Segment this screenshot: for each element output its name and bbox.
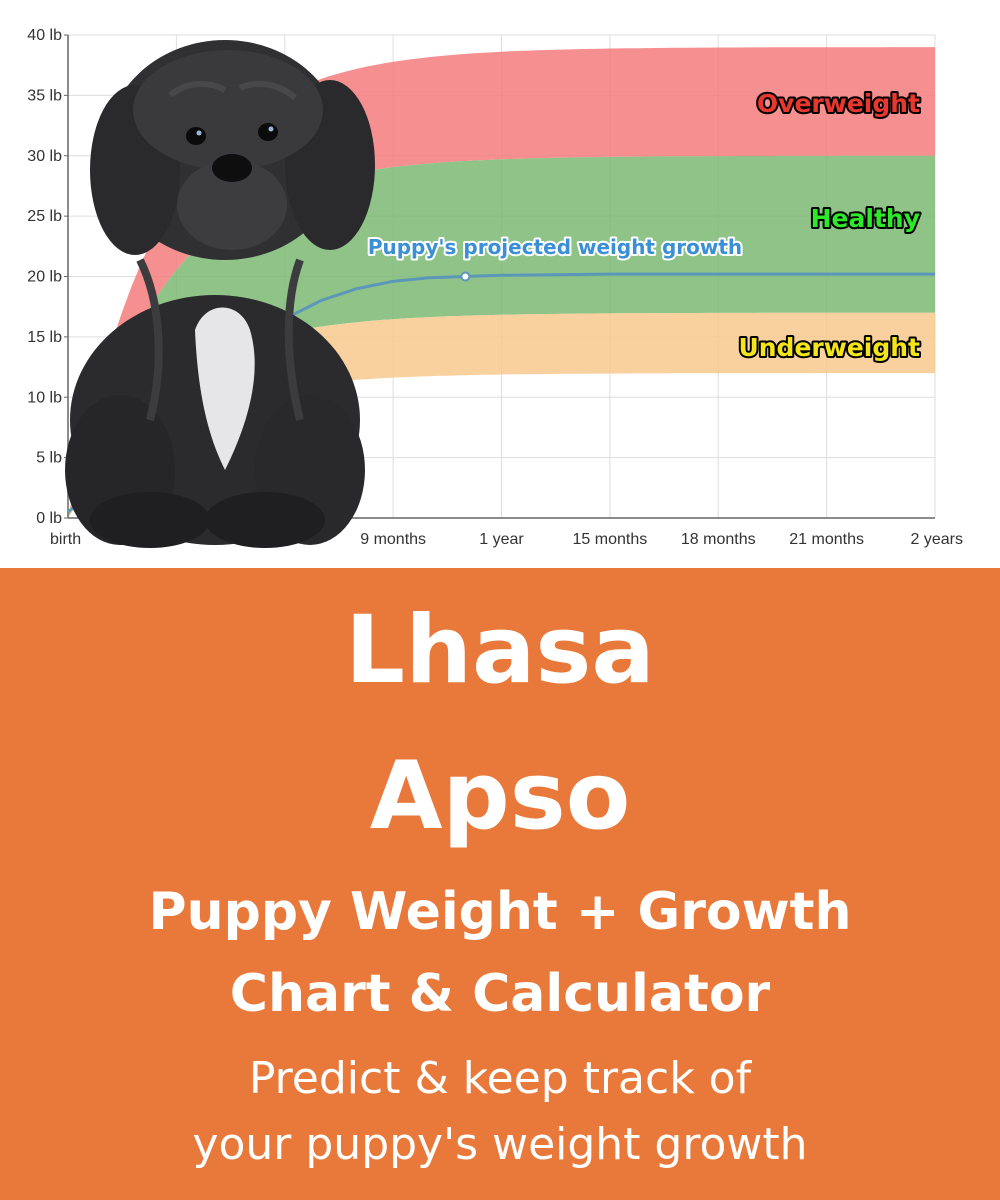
band-healthy bbox=[68, 155, 935, 519]
zone-labels: Overweight Healthy Underweight Puppy's proj… bbox=[366, 87, 922, 364]
weight-chart-svg: 0 lb 5 lb 10 lb 15 lb 20 lb 25 lb 30 lb 35 lb 40… bbox=[27, 27, 963, 548]
y-tick-label: 0 lb bbox=[36, 510, 62, 527]
chart-axes: 0 lb 5 lb 10 lb 15 lb 20 lb 25 lb 30 lb 35 lb 40… bbox=[27, 27, 963, 548]
y-tick-label: 35 lb bbox=[27, 87, 62, 104]
y-tick-label: 20 lb bbox=[27, 269, 62, 286]
y-tick-label: 10 lb bbox=[27, 389, 62, 406]
y-tick-label: 30 lb bbox=[27, 148, 62, 165]
x-tick-label: 18 months bbox=[681, 531, 756, 548]
tagline-line-1: Predict & keep track of bbox=[248, 1053, 752, 1104]
breed-name-line-1: Lhasa bbox=[345, 596, 655, 705]
y-tick-label: 15 lb bbox=[27, 329, 62, 346]
band-label-underweight: Underweight bbox=[738, 333, 920, 362]
puppy-photo bbox=[65, 40, 375, 548]
subtitle-line-2: Chart & Calculator bbox=[229, 964, 771, 1024]
y-tick-label: 40 lb bbox=[27, 27, 62, 44]
weight-chart: 0 lb 5 lb 10 lb 15 lb 20 lb 25 lb 30 lb 35 lb 40… bbox=[0, 0, 1000, 568]
x-tick-label: 21 months bbox=[789, 531, 864, 548]
growth-marker bbox=[460, 271, 471, 282]
subtitle-line-1: Puppy Weight + Growth bbox=[148, 882, 852, 942]
title-banner: Lhasa Apso Puppy Weight + Growth Chart &… bbox=[0, 568, 1000, 1200]
y-tick-label: 25 lb bbox=[27, 208, 62, 225]
x-tick-label: birth bbox=[50, 531, 81, 548]
x-tick-label: 9 months bbox=[360, 531, 426, 548]
band-label-overweight: Overweight bbox=[757, 89, 920, 118]
x-tick-label: 2 years bbox=[911, 531, 963, 548]
x-tick-label: 1 year bbox=[479, 531, 524, 548]
growth-series-label: Puppy's projected weight growth bbox=[368, 235, 742, 259]
band-label-healthy: Healthy bbox=[811, 204, 920, 233]
tagline-line-2: your puppy's weight growth bbox=[192, 1119, 808, 1170]
y-tick-label: 5 lb bbox=[36, 450, 62, 467]
breed-name-line-2: Apso bbox=[369, 742, 631, 851]
x-tick-label: 15 months bbox=[573, 531, 648, 548]
